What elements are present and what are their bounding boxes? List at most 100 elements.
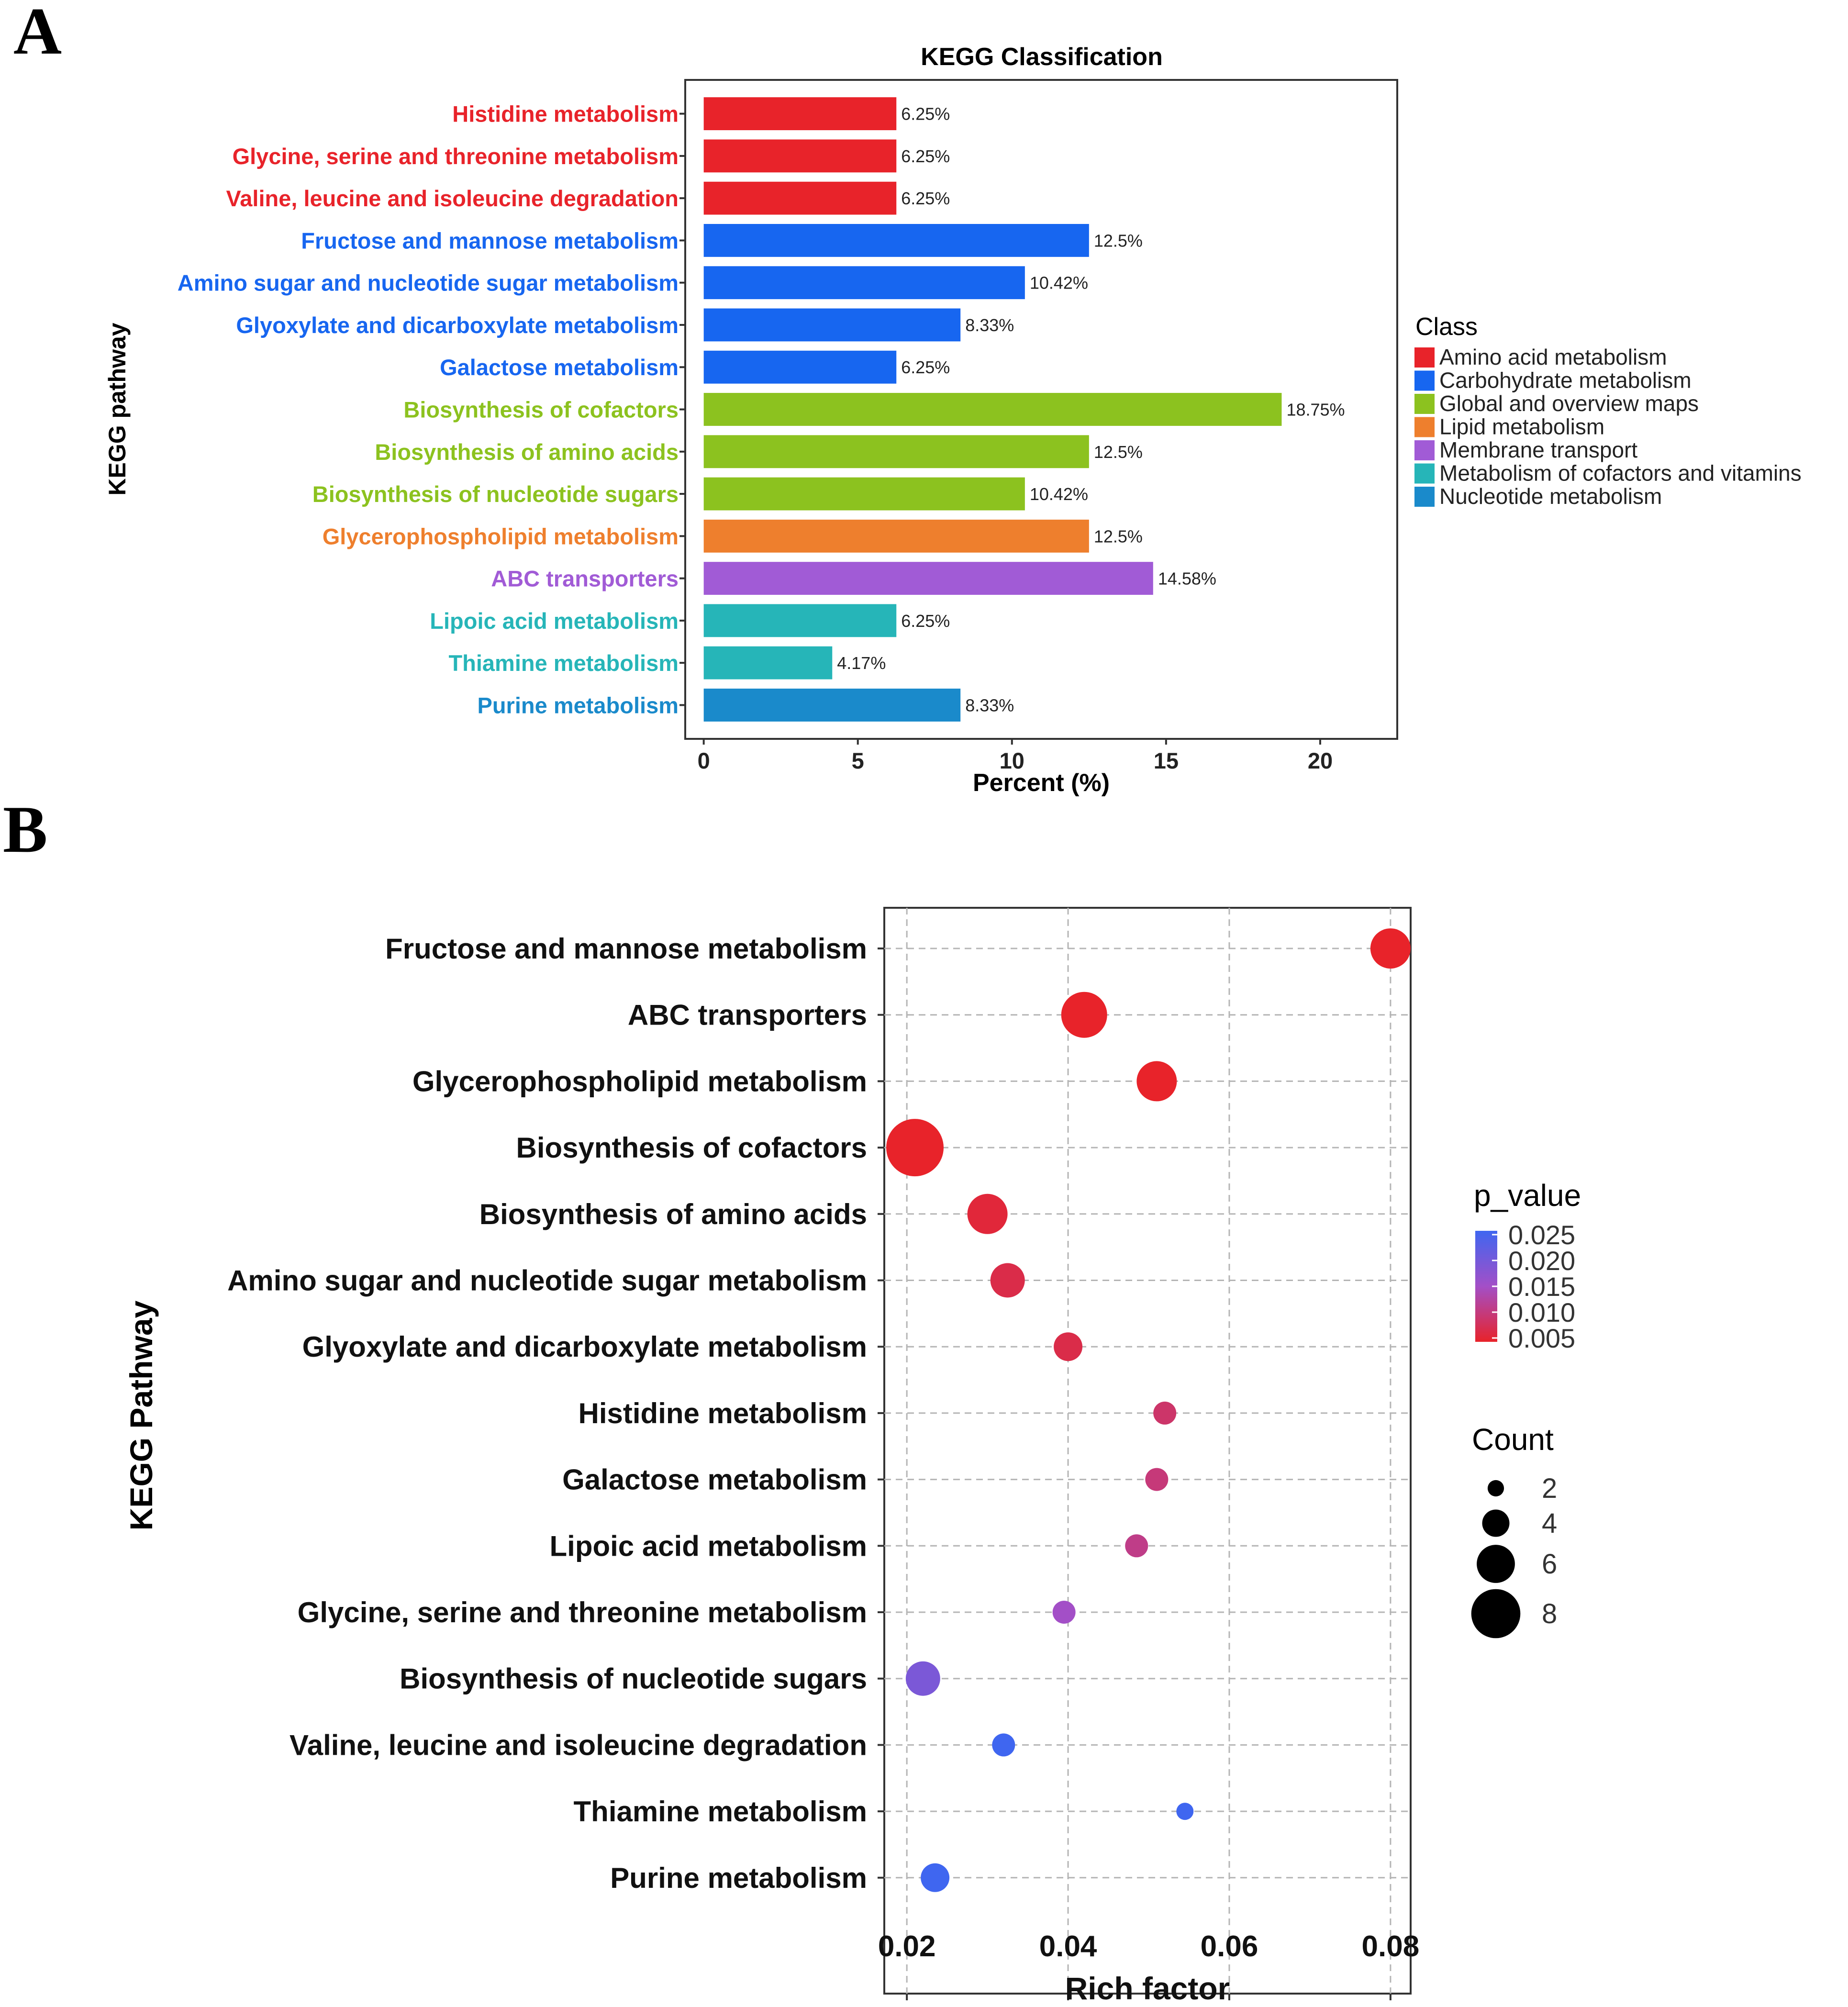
bar-value-label: 14.58%: [1158, 569, 1216, 589]
bubble-point: [1136, 1061, 1177, 1102]
bubble-point: [1176, 1803, 1194, 1820]
class-legend-swatch: [1414, 440, 1435, 460]
bar-value-label: 12.5%: [1094, 526, 1143, 546]
class-legend-label: Global and overview maps: [1439, 391, 1699, 416]
count-legend-dot: [1471, 1589, 1521, 1639]
bar: [703, 308, 961, 342]
bubble-x-axis-label: Rich factor: [1065, 1971, 1230, 2006]
bar-value-label: 6.25%: [901, 611, 950, 631]
count-size-legend: 2 4 6 8: [1471, 1473, 1557, 1639]
bar-value-label: 12.5%: [1094, 231, 1143, 250]
bar-category-label: Biosynthesis of amino acids: [375, 439, 679, 465]
bar-category-label: ABC transporters: [491, 566, 679, 591]
bar-category-label: Biosynthesis of nucleotide sugars: [312, 481, 679, 507]
class-legend-swatch: [1414, 487, 1435, 507]
class-legend-label: Nucleotide metabolism: [1439, 484, 1662, 509]
bar-category-label: Purine metabolism: [478, 692, 679, 718]
bar-x-tick-label: 0: [698, 748, 710, 773]
panel-label-b: B: [3, 792, 47, 867]
bubble-y-axis-label: KEGG Pathway: [123, 1300, 159, 1530]
bar-category-label: Amino sugar and nucleotide sugar metabol…: [178, 270, 679, 296]
class-legend-swatch: [1414, 394, 1435, 414]
bar-category-label: Fructose and mannose metabolism: [301, 228, 679, 253]
class-legend-title: Class: [1415, 313, 1478, 341]
count-legend-label: 2: [1542, 1473, 1557, 1504]
bubble-x-tick-label: 0.02: [878, 1930, 936, 1963]
bar: [703, 688, 961, 722]
count-legend-label: 6: [1542, 1549, 1557, 1580]
class-legend-label: Lipid metabolism: [1439, 414, 1604, 439]
bubble-point: [1052, 1601, 1076, 1624]
bar: [703, 97, 897, 131]
class-legend-label: Metabolism of cofactors and vitamins: [1439, 461, 1802, 486]
bar-category-label: Thiamine metabolism: [448, 650, 679, 676]
bar-value-label: 6.25%: [901, 357, 950, 377]
bar: [703, 646, 833, 680]
bar-x-ticks: 0 5 10 15 20: [698, 739, 1333, 773]
bar-value-label: 8.33%: [965, 695, 1014, 715]
bar: [703, 223, 1089, 257]
bar-category-label: Glyoxylate and dicarboxylate metabolism: [236, 312, 679, 338]
bubble-point: [886, 1119, 944, 1177]
bubble-pathway-label: Biosynthesis of nucleotide sugars: [400, 1663, 867, 1695]
bar: [703, 435, 1089, 468]
class-legend-label: Membrane transport: [1439, 437, 1637, 462]
kegg-enrichment-bubble-chart: Fructose and mannose metabolism ABC trans…: [123, 907, 1581, 2006]
count-legend-dot: [1477, 1545, 1515, 1583]
bubble-pathway-label: Glycine, serine and threonine metabolism: [298, 1596, 867, 1628]
bar-x-tick-label: 10: [1000, 748, 1024, 773]
class-legend-label: Amino acid metabolism: [1439, 345, 1667, 369]
bubble-point: [905, 1661, 940, 1696]
bubble-pathway-label: Biosynthesis of cofactors: [516, 1132, 867, 1164]
bar-category-label: Histidine metabolism: [452, 101, 679, 127]
kegg-classification-bar-chart: KEGG Classification 6.25% 6.25% 6.25% 12.5%…: [104, 43, 1802, 797]
bar-y-axis-label: KEGG pathway: [104, 323, 131, 495]
bubble-point: [967, 1193, 1008, 1234]
bar-series: 6.25% 6.25% 6.25% 12.5% 10.42% 8.33% 6.25% 18.7…: [703, 97, 1345, 722]
bubble-pathway-label: Valine, leucine and isoleucine degradati…: [289, 1729, 867, 1761]
pvalue-tick-label: 0.015: [1508, 1271, 1575, 1302]
bar: [703, 393, 1282, 426]
bar-value-label: 10.42%: [1030, 273, 1088, 293]
bubble-point: [921, 1863, 950, 1892]
bubble-pathway-label: Amino sugar and nucleotide sugar metabol…: [227, 1265, 867, 1297]
bubble-y-tick-labels: Fructose and mannose metabolism ABC trans…: [227, 933, 884, 1894]
class-legend-swatch: [1414, 370, 1435, 391]
bar: [703, 519, 1089, 553]
bar-category-label: Lipoic acid metabolism: [430, 608, 679, 634]
count-legend-dot: [1482, 1509, 1510, 1537]
bar-chart-title: KEGG Classification: [921, 43, 1163, 71]
bar-value-label: 6.25%: [901, 104, 950, 124]
bubble-point: [1153, 1401, 1177, 1425]
bar-value-label: 6.25%: [901, 146, 950, 166]
bubble-pathway-label: Lipoic acid metabolism: [550, 1530, 868, 1562]
bubble-pathway-label: Purine metabolism: [610, 1862, 867, 1894]
bubble-point: [990, 1263, 1025, 1298]
bubble-pathway-label: Fructose and mannose metabolism: [385, 933, 867, 965]
bubble-x-tick-label: 0.08: [1362, 1930, 1420, 1963]
bar-value-label: 10.42%: [1030, 484, 1088, 504]
bar: [703, 604, 897, 637]
bar-category-label: Valine, leucine and isoleucine degradati…: [226, 186, 679, 211]
bubble-point: [992, 1733, 1015, 1757]
bar-x-axis-label: Percent (%): [973, 769, 1110, 797]
bubble-x-tick-label: 0.06: [1201, 1930, 1258, 1963]
bubble-series: [886, 928, 1411, 1892]
bar: [703, 266, 1025, 300]
bubble-x-tick-label: 0.04: [1039, 1930, 1097, 1963]
pvalue-tick-label: 0.020: [1508, 1246, 1575, 1276]
pvalue-legend-title: p_value: [1474, 1178, 1581, 1213]
pvalue-tick-label: 0.005: [1508, 1323, 1575, 1353]
bubble-pathway-label: Galactose metabolism: [562, 1464, 867, 1496]
class-legend-swatch: [1414, 463, 1435, 484]
bar-value-label: 18.75%: [1286, 400, 1345, 420]
pvalue-tick-label: 0.025: [1508, 1220, 1575, 1250]
bubble-x-ticks: 0.02 0.04 0.06 0.08 Rich factor: [878, 1930, 1419, 2006]
bubble-point: [1125, 1534, 1148, 1558]
bubble-point: [1054, 1332, 1083, 1361]
class-legend: Class Amino acid metabolismCarbohydrate …: [1414, 313, 1802, 509]
bar-value-label: 12.5%: [1094, 442, 1143, 462]
bar: [703, 350, 897, 384]
pvalue-tick-label: 0.010: [1508, 1297, 1575, 1327]
